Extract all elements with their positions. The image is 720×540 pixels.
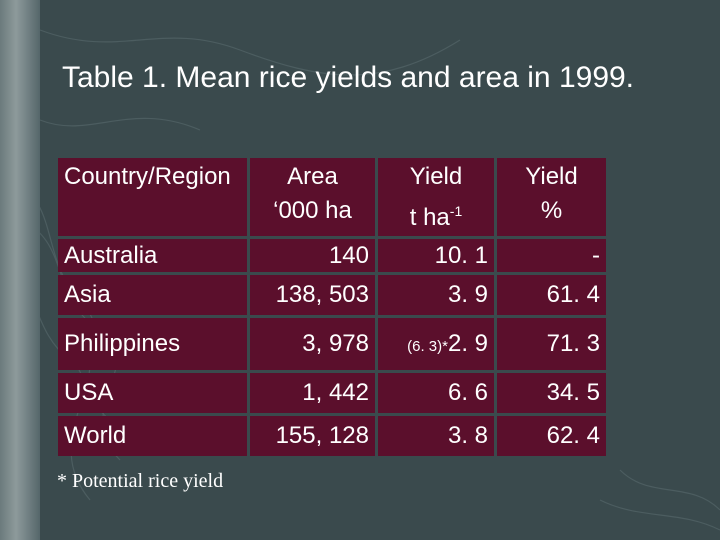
cell-country: USA bbox=[58, 373, 247, 413]
cell-yield-percent: - bbox=[497, 239, 606, 272]
left-decorative-strip bbox=[0, 0, 40, 540]
cell-country: World bbox=[58, 416, 247, 456]
cell-country: Australia bbox=[58, 239, 247, 272]
header-area-unit: ‘000 ha bbox=[273, 197, 352, 224]
header-country: Country/Region bbox=[58, 158, 247, 236]
cell-country: Asia bbox=[58, 275, 247, 315]
footnote: * Potential rice yield bbox=[57, 470, 224, 492]
cell-yield-value: 2. 9 bbox=[447, 330, 488, 357]
cell-yield-percent: 34. 5 bbox=[497, 373, 606, 413]
header-yield: Yield t ha-1 bbox=[378, 158, 494, 236]
header-yield-percent: Yield % bbox=[497, 158, 606, 236]
header-area: Area ‘000 ha bbox=[250, 158, 375, 236]
header-yield-unit: t ha bbox=[409, 204, 450, 231]
cell-yield-percent: 61. 4 bbox=[497, 275, 606, 315]
table-row: USA 1, 442 6. 6 34. 5 bbox=[58, 373, 606, 413]
cell-yield-prefix: (6. 3)* bbox=[407, 338, 448, 355]
slide-title: Table 1. Mean rice yields and area in 19… bbox=[62, 61, 635, 94]
table-row: Philippines 3, 978 (6. 3)*2. 9 71. 3 bbox=[58, 318, 606, 370]
cell-yield: 10. 1 bbox=[378, 239, 494, 272]
cell-area: 1, 442 bbox=[250, 373, 375, 413]
cell-area: 3, 978 bbox=[250, 318, 375, 370]
cell-yield: 3. 8 bbox=[378, 416, 494, 456]
header-yield-unit-exponent: -1 bbox=[449, 203, 463, 219]
header-area-title: Area bbox=[287, 163, 338, 190]
cell-yield: 6. 6 bbox=[378, 373, 494, 413]
cell-yield-value: 6. 6 bbox=[447, 379, 488, 406]
cell-area: 138, 503 bbox=[250, 275, 375, 315]
cell-area: 140 bbox=[250, 239, 375, 272]
rice-yields-table: Country/Region Area ‘000 ha Yield t ha-1… bbox=[55, 155, 609, 459]
cell-yield: (6. 3)*2. 9 bbox=[378, 318, 494, 370]
cell-yield-value: 10. 1 bbox=[434, 241, 488, 269]
table-row: Australia 140 10. 1 - bbox=[58, 239, 606, 272]
cell-country: Philippines bbox=[58, 318, 247, 370]
cell-yield: 3. 9 bbox=[378, 275, 494, 315]
table-header-row: Country/Region Area ‘000 ha Yield t ha-1… bbox=[58, 158, 606, 236]
table-row: World 155, 128 3. 8 62. 4 bbox=[58, 416, 606, 456]
cell-yield-value: 3. 8 bbox=[447, 422, 488, 449]
cell-yield-value: 3. 9 bbox=[447, 281, 488, 308]
header-pct-title: Yield bbox=[525, 163, 578, 190]
header-pct-unit: % bbox=[540, 197, 563, 224]
header-yield-title: Yield bbox=[409, 163, 463, 190]
cell-yield-percent: 71. 3 bbox=[497, 318, 606, 370]
cell-area: 155, 128 bbox=[250, 416, 375, 456]
table-row: Asia 138, 503 3. 9 61. 4 bbox=[58, 275, 606, 315]
cell-yield-percent: 62. 4 bbox=[497, 416, 606, 456]
